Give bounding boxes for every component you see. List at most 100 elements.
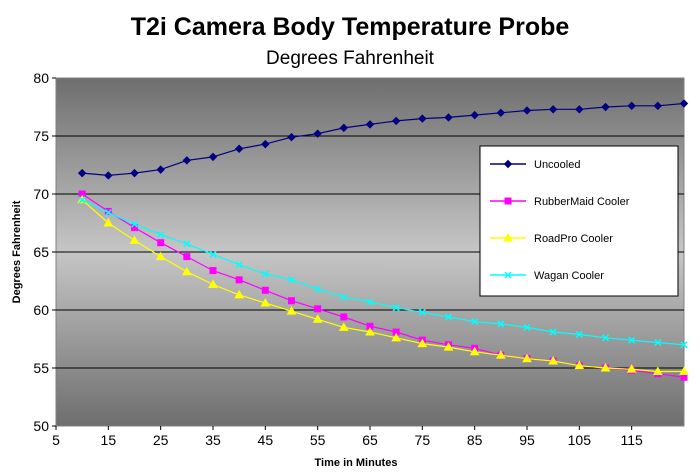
x-tick-label: 65 — [362, 432, 378, 448]
y-tick-label: 65 — [33, 244, 49, 260]
data-point — [548, 356, 559, 365]
legend-swatch-marker — [504, 271, 512, 279]
series-layer — [77, 99, 689, 381]
x-tick-label: 35 — [205, 432, 221, 448]
data-point — [313, 129, 322, 138]
data-point — [680, 341, 688, 349]
data-point — [471, 318, 479, 326]
data-point — [626, 364, 637, 373]
data-point — [103, 217, 114, 227]
y-tick-label: 75 — [33, 128, 49, 144]
data-point — [156, 165, 165, 174]
data-point — [497, 320, 505, 328]
chart-title: T2i Camera Body Temperature Probe — [131, 13, 570, 41]
data-point — [548, 105, 558, 114]
y-tick-label: 70 — [33, 186, 49, 202]
x-tick-label: 85 — [467, 432, 483, 448]
data-point — [652, 366, 663, 375]
data-point — [130, 168, 139, 178]
legend-label: RoadPro Cooler — [534, 233, 613, 245]
x-tick-label: 75 — [415, 432, 431, 448]
data-point — [312, 314, 323, 323]
data-point — [444, 313, 453, 321]
data-point — [600, 362, 611, 372]
series-0 — [77, 99, 689, 180]
data-point — [104, 209, 112, 217]
data-point — [208, 279, 218, 288]
data-point — [260, 298, 271, 307]
x-tick-label: 15 — [101, 432, 117, 448]
data-point — [181, 266, 192, 276]
data-point — [601, 334, 610, 342]
data-point — [340, 293, 348, 301]
data-point — [314, 305, 322, 313]
data-point — [182, 156, 192, 165]
series-2 — [77, 194, 689, 375]
data-point — [680, 373, 688, 381]
data-point — [392, 304, 400, 312]
data-point — [340, 313, 348, 321]
y-tick-label: 60 — [33, 302, 49, 318]
data-point — [261, 139, 270, 149]
legend-swatch-marker — [504, 197, 512, 205]
legend-label: Wagan Cooler — [534, 270, 604, 282]
data-point — [418, 308, 426, 316]
legend: Uncooled RubberMaid Cooler RoadPro Cooler W… — [479, 145, 679, 297]
data-point — [235, 276, 243, 284]
data-point — [366, 298, 374, 306]
data-point — [365, 327, 375, 336]
data-point — [130, 220, 139, 228]
data-point — [469, 346, 480, 356]
data-point — [314, 285, 322, 293]
data-point — [391, 116, 401, 126]
legend-item: Uncooled — [490, 159, 580, 171]
data-point — [627, 101, 636, 111]
data-point — [235, 261, 243, 269]
data-point — [628, 336, 636, 344]
legend-item: Wagan Cooler — [490, 270, 604, 282]
data-point — [338, 322, 349, 331]
data-point — [286, 306, 297, 315]
data-point — [234, 289, 245, 299]
data-point — [679, 99, 689, 108]
x-tick-label: 115 — [621, 432, 644, 448]
data-point — [470, 110, 479, 120]
data-point — [183, 240, 191, 248]
data-point — [287, 132, 296, 142]
data-point — [287, 276, 296, 284]
legend-swatch-marker — [503, 159, 513, 169]
data-point — [155, 251, 166, 261]
data-point — [157, 231, 165, 239]
data-point — [183, 253, 191, 261]
x-tick-label: 95 — [519, 432, 535, 448]
x-tick-label: 105 — [568, 432, 592, 448]
data-point — [575, 330, 583, 338]
data-point — [209, 267, 217, 275]
data-point — [574, 360, 585, 370]
data-point — [288, 297, 295, 305]
data-point — [601, 102, 610, 112]
data-point — [417, 338, 428, 348]
legend-box — [479, 145, 679, 297]
y-axis-title: Degrees Fahrenheit — [11, 200, 23, 303]
data-point — [234, 144, 244, 153]
data-point — [443, 342, 454, 351]
data-point — [104, 171, 113, 180]
series-line — [81, 199, 684, 373]
data-point — [575, 105, 584, 114]
data-point — [522, 353, 532, 363]
data-point — [495, 350, 506, 359]
data-point — [496, 108, 506, 118]
series-line — [82, 102, 685, 177]
data-point — [208, 152, 218, 162]
legend-item: RubberMaid Cooler — [490, 196, 630, 208]
data-point — [339, 123, 349, 133]
y-tick-label: 80 — [33, 70, 49, 86]
x-axis-ticks: 5 15 25 35 45 55 65 75 85 95 105 115 — [52, 426, 643, 448]
data-point — [418, 114, 427, 123]
series-line — [81, 199, 685, 346]
data-point — [444, 113, 453, 122]
data-point — [261, 270, 269, 278]
data-point — [209, 250, 217, 258]
